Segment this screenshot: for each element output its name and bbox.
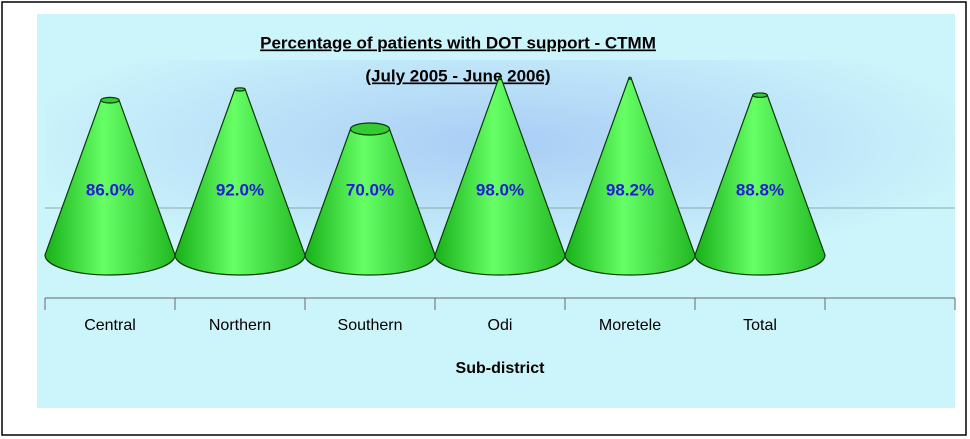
- x-axis-label: Sub-district: [456, 360, 546, 377]
- cone-top: [628, 76, 632, 80]
- value-label: 70.0%: [346, 180, 394, 199]
- cone-top: [234, 87, 246, 92]
- x-tick-label: Moretele: [599, 317, 661, 334]
- x-tick-label: Southern: [338, 317, 403, 334]
- chart-title: Percentage of patients with DOT support …: [260, 33, 656, 52]
- chart-subtitle: (July 2005 - June 2006): [365, 66, 550, 85]
- x-tick-label: Odi: [488, 317, 513, 334]
- cone-top: [349, 122, 391, 136]
- value-label: 88.8%: [736, 180, 784, 199]
- cone: [564, 77, 696, 276]
- marks: 86.0% 92.0% 70.0% 98.0% 98.2% 88.8%: [44, 76, 826, 276]
- value-label: 98.0%: [476, 180, 524, 199]
- x-tick-label: Northern: [209, 317, 271, 334]
- x-tick-label: Central: [84, 317, 136, 334]
- value-label: 92.0%: [216, 180, 264, 199]
- value-label: 98.2%: [606, 180, 654, 199]
- value-label: 86.0%: [86, 180, 134, 199]
- cone: [694, 94, 826, 276]
- x-tick-label: Total: [743, 317, 777, 334]
- cone: [174, 88, 306, 276]
- cone: [434, 78, 566, 276]
- cone: [44, 99, 176, 276]
- cone-top: [498, 76, 502, 81]
- cone: [304, 128, 436, 276]
- cone-top: [752, 92, 768, 99]
- cone-top: [100, 96, 120, 104]
